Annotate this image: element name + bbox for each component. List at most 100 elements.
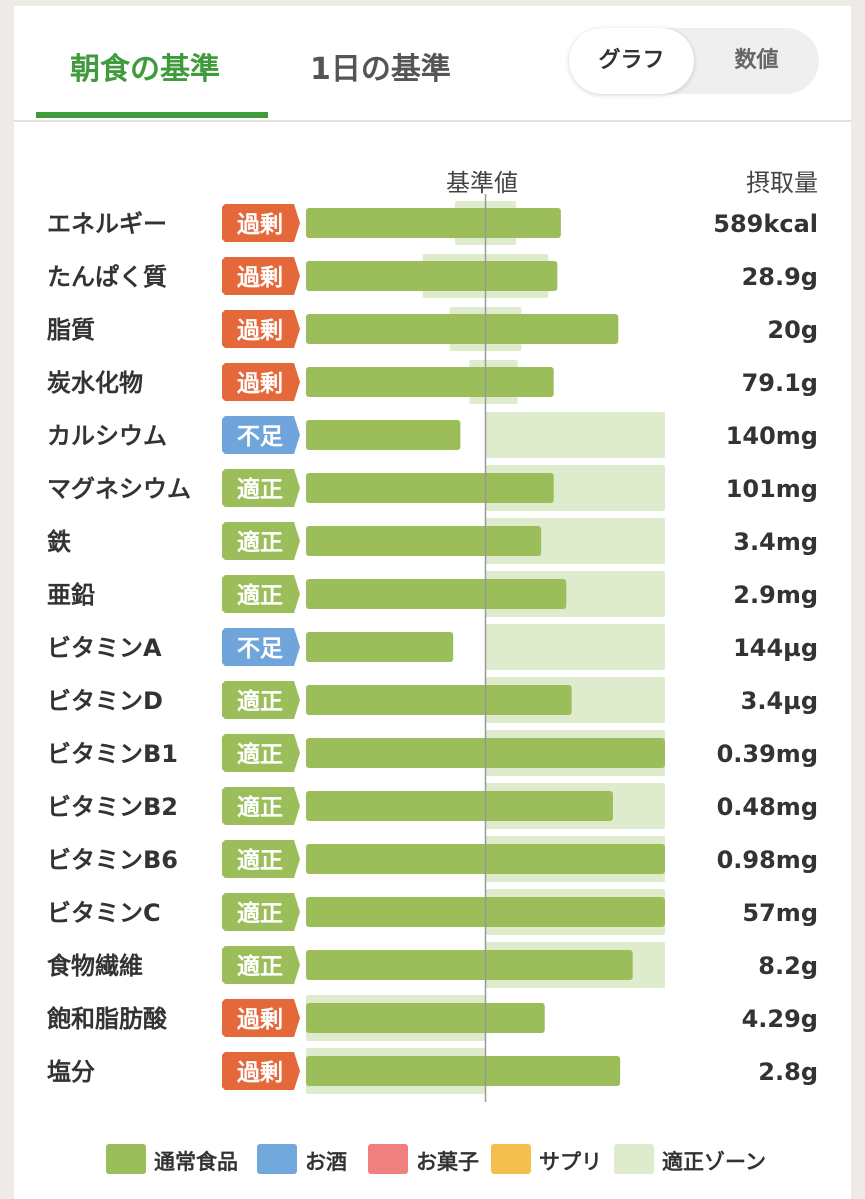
status-badge xyxy=(222,416,300,454)
intake-bar xyxy=(306,526,542,556)
status-badge xyxy=(222,310,300,348)
intake-bar xyxy=(306,1056,621,1086)
nutrient-label: ビタミンB6 xyxy=(47,846,178,874)
status-badge xyxy=(222,522,300,560)
tab-breakfast-standard[interactable]: 朝食の基準 xyxy=(70,52,220,87)
view-toggle: グラフ 数値 xyxy=(569,28,819,94)
intake-amount: 4.29g xyxy=(742,1005,818,1033)
intake-bar xyxy=(306,950,633,980)
status-badge-label: 適正 xyxy=(237,741,283,768)
nutrient-label: エネルギー xyxy=(47,210,167,238)
status-badge-label: 適正 xyxy=(237,794,283,821)
status-badge-label: 過剰 xyxy=(237,1006,283,1033)
intake-amount: 0.98mg xyxy=(717,846,818,874)
nutrient-label: 鉄 xyxy=(47,528,71,556)
status-badge xyxy=(222,893,300,931)
intake-bar xyxy=(306,579,567,609)
status-badge xyxy=(222,734,300,772)
status-badge xyxy=(222,204,300,242)
status-badge xyxy=(222,469,300,507)
tab-bar: 朝食の基準 1日の基準 グラフ 数値 xyxy=(14,6,851,122)
graph-view-button[interactable]: グラフ xyxy=(569,28,694,94)
legend-swatch xyxy=(368,1144,408,1174)
nutrient-label: ビタミンB2 xyxy=(47,793,178,821)
intake-amount: 8.2g xyxy=(758,952,818,980)
intake-bar xyxy=(306,367,554,397)
intake-bar xyxy=(306,685,572,715)
status-badge xyxy=(222,787,300,825)
intake-bar xyxy=(306,1003,545,1033)
active-tab-indicator xyxy=(36,112,268,118)
status-badge-label: 不足 xyxy=(237,424,283,450)
legend-label: 適正ゾーン xyxy=(662,1150,766,1174)
intake-amount: 0.39mg xyxy=(717,740,818,768)
status-badge xyxy=(222,999,300,1037)
status-badge-label: 過剰 xyxy=(237,211,283,238)
appropriate-zone xyxy=(485,624,665,670)
legend-swatch xyxy=(614,1144,654,1174)
status-badge xyxy=(222,681,300,719)
legend-swatch xyxy=(491,1144,531,1174)
nutrient-label: 亜鉛 xyxy=(47,581,95,609)
intake-bar xyxy=(306,791,613,821)
intake-bar xyxy=(306,261,558,291)
nutrient-label: マグネシウム xyxy=(47,475,191,503)
status-badge-label: 不足 xyxy=(237,636,283,662)
intake-amount: 101mg xyxy=(726,475,818,503)
intake-amount: 140mg xyxy=(726,422,818,450)
nutrient-label: ビタミンB1 xyxy=(47,740,178,768)
value-view-button[interactable]: 数値 xyxy=(734,48,779,73)
nutrient-label: カルシウム xyxy=(47,422,167,450)
intake-amount: 2.9mg xyxy=(733,581,818,609)
status-badge xyxy=(222,257,300,295)
intake-bar xyxy=(306,420,461,450)
intake-amount: 28.9g xyxy=(742,263,818,291)
intake-amount: 57mg xyxy=(742,899,818,927)
status-badge xyxy=(222,1052,300,1090)
intake-bar xyxy=(306,314,619,344)
nutrient-label: 炭水化物 xyxy=(47,369,143,397)
status-badge-label: 適正 xyxy=(237,847,283,874)
intake-bar xyxy=(306,632,454,662)
legend-label: お菓子 xyxy=(416,1150,479,1174)
intake-amount: 144µg xyxy=(733,634,818,662)
status-badge-label: 適正 xyxy=(237,688,283,715)
nutrition-card: 朝食の基準 1日の基準 グラフ 数値 基準値 摂取量 エネルギー 過剰 589kca… xyxy=(14,6,851,1199)
status-badge-label: 適正 xyxy=(237,582,283,609)
nutrient-label: 食物繊維 xyxy=(47,952,143,980)
status-badge-label: 適正 xyxy=(237,529,283,556)
intake-amount: 2.8g xyxy=(758,1058,818,1086)
status-badge xyxy=(222,628,300,666)
status-badge xyxy=(222,575,300,613)
nutrient-label: ビタミンD xyxy=(47,687,163,715)
intake-bar xyxy=(306,473,554,503)
intake-amount: 3.4mg xyxy=(733,528,818,556)
status-badge-label: 過剰 xyxy=(237,1059,283,1086)
intake-amount: 589kcal xyxy=(713,210,818,238)
tab-daily-standard[interactable]: 1日の基準 xyxy=(310,52,451,87)
legend-label: サプリ xyxy=(539,1150,602,1174)
status-badge xyxy=(222,946,300,984)
status-badge xyxy=(222,840,300,878)
baseline-header: 基準値 xyxy=(446,169,518,197)
intake-amount: 0.48mg xyxy=(717,793,818,821)
nutrient-label: 脂質 xyxy=(47,316,95,344)
status-badge-label: 適正 xyxy=(237,900,283,927)
legend-swatch xyxy=(106,1144,146,1174)
intake-amount: 79.1g xyxy=(742,369,818,397)
intake-bar xyxy=(306,208,561,238)
legend-label: 通常食品 xyxy=(154,1150,238,1174)
status-badge-label: 適正 xyxy=(237,476,283,503)
status-badge-label: 過剰 xyxy=(237,370,283,397)
intake-header: 摂取量 xyxy=(746,169,818,197)
nutrient-label: ビタミンA xyxy=(47,634,162,662)
legend-label: お酒 xyxy=(305,1150,347,1174)
nutrient-label: 飽和脂肪酸 xyxy=(46,1005,168,1033)
status-badge-label: 適正 xyxy=(237,953,283,980)
nutrient-label: ビタミンC xyxy=(47,899,161,927)
nutrient-label: 塩分 xyxy=(47,1058,95,1086)
status-badge xyxy=(222,363,300,401)
legend-swatch xyxy=(257,1144,297,1174)
status-badge-label: 過剰 xyxy=(237,264,283,291)
